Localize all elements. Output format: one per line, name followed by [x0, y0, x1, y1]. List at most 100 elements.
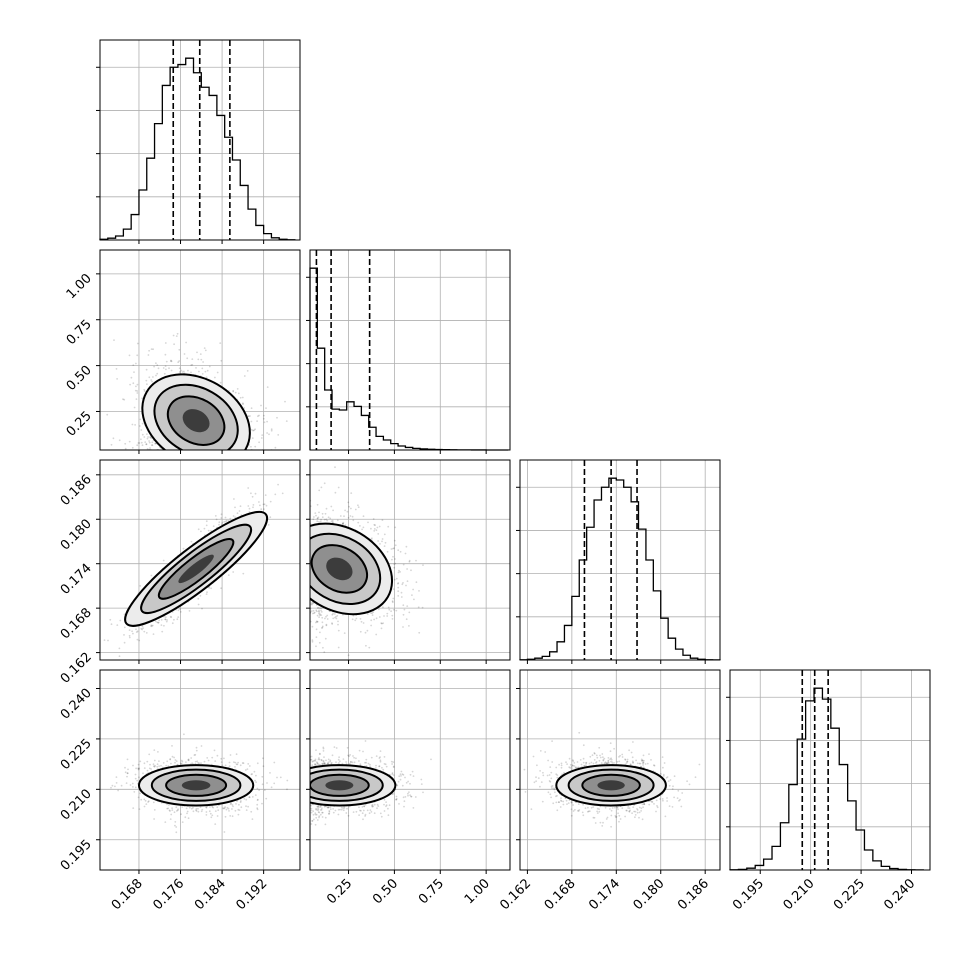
- sample-point: [141, 444, 144, 447]
- sample-point: [254, 428, 256, 431]
- sample-point: [116, 624, 119, 626]
- sample-point: [205, 811, 208, 813]
- sample-point: [319, 520, 322, 523]
- sample-point: [316, 520, 319, 523]
- sample-point: [321, 625, 324, 628]
- sample-point: [129, 383, 132, 386]
- sample-point: [316, 503, 319, 506]
- sample-point: [136, 390, 139, 392]
- sample-point: [210, 587, 213, 590]
- sample-point: [254, 779, 256, 782]
- sample-point: [256, 798, 259, 801]
- sample-point: [153, 365, 156, 368]
- sample-point: [311, 625, 314, 628]
- sample-point: [197, 358, 200, 361]
- sample-point: [136, 392, 139, 394]
- sample-point: [169, 758, 172, 761]
- sample-point: [313, 516, 315, 518]
- sample-point: [199, 353, 202, 355]
- sample-point: [334, 616, 336, 619]
- sample-point: [175, 826, 178, 828]
- sample-point: [169, 615, 172, 618]
- sample-point: [128, 440, 131, 443]
- sample-point: [393, 578, 396, 581]
- sample-point: [190, 540, 193, 543]
- sample-point: [160, 624, 163, 626]
- sample-point: [192, 806, 194, 809]
- sample-point: [191, 363, 194, 366]
- contour-panel-1-0: [96, 249, 301, 454]
- sample-point: [405, 618, 408, 621]
- sample-point: [371, 537, 373, 540]
- sample-point: [153, 759, 156, 762]
- sample-point: [116, 378, 118, 380]
- sample-point: [151, 380, 154, 383]
- sample-point: [337, 629, 340, 632]
- density-level-fill: [182, 409, 210, 433]
- sample-point: [247, 415, 250, 418]
- sample-point: [145, 443, 148, 446]
- sample-point: [224, 764, 227, 767]
- sample-point: [241, 396, 244, 399]
- sample-point: [266, 420, 268, 423]
- sample-point: [175, 760, 178, 763]
- sample-point: [390, 548, 393, 550]
- sample-point: [146, 448, 149, 450]
- sample-point: [354, 508, 357, 511]
- sample-point: [263, 508, 265, 511]
- sample-point: [408, 560, 411, 563]
- sample-point: [399, 571, 401, 573]
- sample-point: [106, 413, 109, 416]
- sample-point: [124, 447, 127, 450]
- sample-point: [393, 563, 396, 565]
- contour-panel-2-0: [96, 459, 301, 664]
- sample-point: [260, 437, 263, 439]
- sample-point: [168, 804, 170, 806]
- sample-point: [406, 605, 409, 607]
- sample-point: [119, 619, 122, 622]
- sample-point: [256, 787, 259, 790]
- density-level-fill: [326, 557, 353, 581]
- sample-point: [193, 754, 196, 756]
- sample-point: [316, 517, 319, 520]
- panel-content: [106, 332, 288, 450]
- sample-point: [320, 486, 323, 489]
- sample-point: [156, 364, 159, 366]
- sample-point: [315, 645, 317, 648]
- sample-point: [156, 763, 159, 766]
- sample-point: [277, 434, 280, 436]
- density-level-fill: [178, 554, 214, 584]
- sample-point: [220, 587, 223, 590]
- sample-point: [136, 383, 139, 386]
- sample-point: [261, 434, 264, 436]
- sample-point: [243, 797, 246, 800]
- sample-point: [269, 516, 272, 519]
- sample-point: [323, 651, 326, 653]
- sample-point: [388, 608, 391, 611]
- sample-point: [362, 515, 365, 518]
- sample-point: [332, 612, 334, 615]
- sample-point: [317, 607, 320, 609]
- sample-point: [206, 757, 209, 759]
- sample-point: [331, 519, 334, 522]
- sample-point: [266, 782, 268, 784]
- sample-point: [377, 608, 380, 611]
- sample-point: [135, 631, 138, 633]
- sample-point: [220, 761, 223, 763]
- sample-point: [247, 805, 250, 808]
- sample-point: [145, 632, 148, 634]
- sample-point: [237, 813, 240, 816]
- sample-point: [318, 609, 320, 612]
- sample-point: [172, 334, 175, 337]
- sample-point: [160, 764, 162, 767]
- sample-point: [175, 810, 178, 812]
- sample-point: [187, 759, 190, 761]
- sample-point: [393, 547, 395, 549]
- sample-point: [376, 526, 379, 529]
- sample-point: [366, 613, 369, 615]
- sample-point: [233, 498, 235, 500]
- sample-point: [118, 655, 121, 658]
- sample-point: [152, 376, 154, 378]
- sample-point: [131, 423, 134, 426]
- sample-point: [367, 521, 369, 524]
